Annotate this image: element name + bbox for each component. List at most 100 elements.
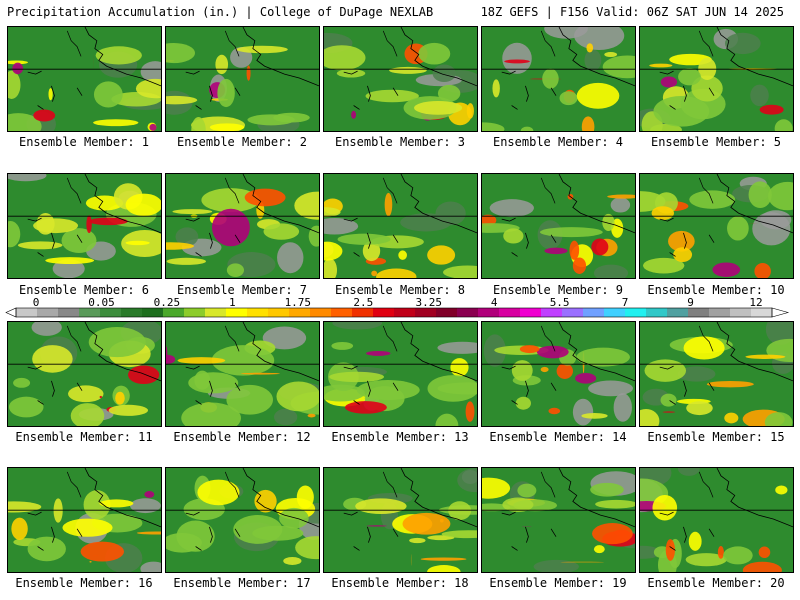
precip-map	[482, 27, 635, 131]
precip-map	[324, 174, 477, 278]
colorbar-bin	[646, 308, 668, 317]
colorbar-bin	[184, 308, 206, 317]
ensemble-map-panel	[481, 173, 636, 279]
ensemble-member-label: Ensemble Member: 19	[489, 576, 627, 590]
precip-colorbar: 0 0.05 0.25 1 1.75 2.5 3.25 4 5.5 7 9 12	[5, 296, 790, 318]
colorbar-bin	[205, 308, 227, 317]
colorbar-bin	[667, 308, 689, 317]
ensemble-member-label: Ensemble Member: 5	[650, 135, 782, 149]
colorbar-tick-label: 5.5	[550, 296, 570, 309]
colorbar-max-arrow	[771, 307, 790, 318]
ensemble-map-panel	[323, 467, 478, 573]
precip-map	[8, 322, 161, 426]
precip-map	[640, 322, 793, 426]
ensemble-member-label: Ensemble Member: 8	[334, 283, 466, 297]
precip-map	[8, 27, 161, 131]
colorbar-bin	[373, 308, 395, 317]
ensemble-map-panel	[323, 26, 478, 132]
colorbar-bin	[625, 308, 647, 317]
ensemble-map-panel	[639, 26, 794, 132]
colorbar-tick-label: 2.5	[353, 296, 373, 309]
colorbar-tick-label: 12	[749, 296, 762, 309]
colorbar-tick-label: 4	[491, 296, 498, 309]
precip-map	[482, 322, 635, 426]
ensemble-member-label: Ensemble Member: 2	[176, 135, 308, 149]
ensemble-member-label: Ensemble Member: 1	[18, 135, 150, 149]
map-title: Precipitation Accumulation (in.) | Colle…	[7, 5, 434, 19]
colorbar-bin	[457, 308, 479, 317]
colorbar-bin	[16, 308, 38, 317]
colorbar-bin	[247, 308, 269, 317]
colorbar-tick-label: 0.05	[88, 296, 115, 309]
colorbar-bin	[289, 308, 311, 317]
ensemble-member-label: Ensemble Member: 17	[173, 576, 311, 590]
colorbar-bin	[394, 308, 416, 317]
colorbar-bin	[520, 308, 542, 317]
precip-map	[8, 468, 161, 572]
colorbar-bin	[604, 308, 626, 317]
ensemble-map-panel	[165, 321, 320, 427]
colorbar-bin	[709, 308, 731, 317]
ensemble-map-panel	[7, 26, 162, 132]
colorbar-bin	[121, 308, 143, 317]
colorbar-tick-label: 3.25	[415, 296, 442, 309]
colorbar-min-arrow	[5, 307, 17, 318]
ensemble-map-panel	[165, 173, 320, 279]
precip-map	[166, 27, 319, 131]
colorbar-bin	[688, 308, 710, 317]
ensemble-member-label: Ensemble Member: 11	[15, 430, 153, 444]
precip-map	[324, 468, 477, 572]
colorbar-bin	[583, 308, 605, 317]
precip-map	[166, 468, 319, 572]
ensemble-map-panel	[323, 173, 478, 279]
precip-map	[640, 27, 793, 131]
precip-map	[482, 468, 635, 572]
ensemble-map-panel	[165, 26, 320, 132]
ensemble-map-panel	[481, 321, 636, 427]
colorbar-bin	[142, 308, 164, 317]
precip-map	[640, 468, 793, 572]
ensemble-map-panel	[639, 321, 794, 427]
colorbar-tick-label: 7	[622, 296, 629, 309]
ensemble-member-label: Ensemble Member: 9	[492, 283, 624, 297]
ensemble-member-label: Ensemble Member: 3	[334, 135, 466, 149]
colorbar-bin	[562, 308, 584, 317]
ensemble-map-panel	[323, 321, 478, 427]
colorbar-bin	[331, 308, 353, 317]
colorbar-bin	[436, 308, 458, 317]
precip-map	[8, 174, 161, 278]
precip-map	[482, 174, 635, 278]
ensemble-map-panel	[481, 26, 636, 132]
precip-map	[166, 174, 319, 278]
ensemble-map-panel	[639, 173, 794, 279]
colorbar-bin	[478, 308, 500, 317]
colorbar-bin	[751, 308, 773, 317]
ensemble-member-label: Ensemble Member: 18	[331, 576, 469, 590]
colorbar-tick-label: 9	[687, 296, 694, 309]
colorbar-bin	[352, 308, 374, 317]
ensemble-map-panel	[639, 467, 794, 573]
ensemble-member-label: Ensemble Member: 4	[492, 135, 624, 149]
colorbar-bin	[79, 308, 101, 317]
ensemble-member-label: Ensemble Member: 10	[647, 283, 785, 297]
precip-map	[324, 322, 477, 426]
colorbar-bin	[541, 308, 563, 317]
ensemble-member-label: Ensemble Member: 16	[15, 576, 153, 590]
colorbar-bin	[268, 308, 290, 317]
colorbar-bin	[415, 308, 437, 317]
ensemble-member-label: Ensemble Member: 13	[331, 430, 469, 444]
colorbar-tick-label: 0.25	[154, 296, 181, 309]
colorbar-bin	[100, 308, 122, 317]
model-run-info: 18Z GEFS | F156 Valid: 06Z SAT JUN 14 20…	[480, 5, 784, 19]
ensemble-map-panel	[7, 173, 162, 279]
ensemble-member-label: Ensemble Member: 7	[176, 283, 308, 297]
ensemble-map-panel	[7, 321, 162, 427]
colorbar-bin	[163, 308, 185, 317]
ensemble-map-panel	[481, 467, 636, 573]
colorbar-tick-label: 1.75	[285, 296, 312, 309]
colorbar-bin	[58, 308, 80, 317]
ensemble-map-panel	[7, 467, 162, 573]
ensemble-member-label: Ensemble Member: 14	[489, 430, 627, 444]
precip-map	[324, 27, 477, 131]
precip-map	[640, 174, 793, 278]
